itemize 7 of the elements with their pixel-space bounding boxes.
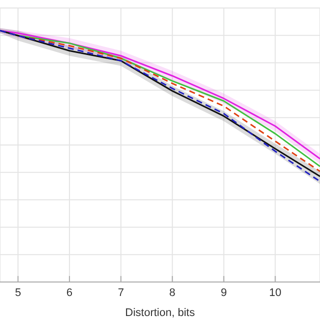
x-tick-label: 7: [118, 286, 124, 299]
x-tick-label: 9: [220, 286, 227, 299]
x-tick-label: 6: [66, 286, 73, 299]
x-tick-label: 8: [169, 286, 176, 299]
x-tick-label: 5: [14, 286, 22, 299]
x-axis-title: Distortion, bits: [125, 307, 196, 319]
x-tick-label: 10: [269, 286, 282, 299]
